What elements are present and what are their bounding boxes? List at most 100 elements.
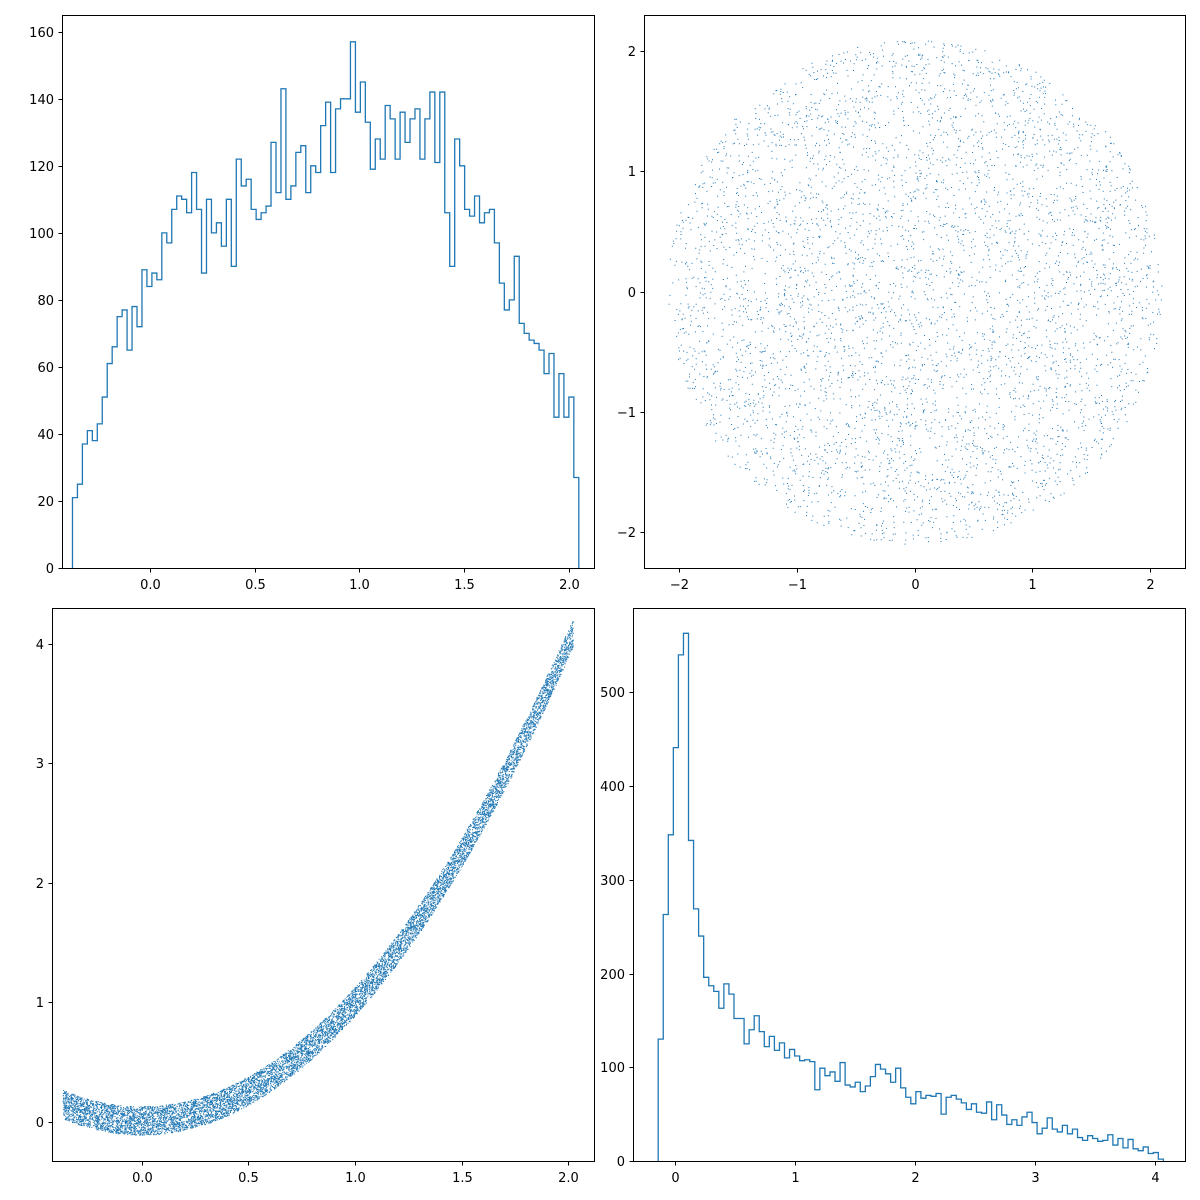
y-tick-label: 0 [46,562,54,577]
y-tick: 1 [36,996,53,1011]
chart-bottom-right: 0 1 2 3 4 0 100 200 300 400 500 [600,608,1186,1186]
y-tick: 2 [628,45,645,60]
x-tick-label: 1 [1028,578,1036,593]
x-tick: 0.5 [245,568,266,593]
y-tick-label: 0 [628,286,636,301]
chart-bottom-left: 0.0 0.5 1.0 1.5 2.0 0 1 2 3 4 [36,608,595,1186]
y-tick: −1 [617,406,645,421]
chart-top-left: 0.0 0.5 1.0 1.5 2.0 0 20 40 60 80 100 120 140 160 [29,15,595,593]
y-tick-label: 500 [600,686,625,701]
x-tick-label: 2.0 [558,1171,579,1186]
y-tick-label: 140 [29,93,54,108]
y-tick: 80 [37,294,63,309]
x-tick-label: 1.5 [454,578,475,593]
x-tick: −1 [788,568,807,593]
x-tick: 0 [671,1161,680,1186]
x-tick: 2.0 [558,1161,579,1186]
y-tick-label: 160 [29,26,54,41]
x-tick: 2 [1146,568,1155,593]
x-tick: 4 [1151,1161,1160,1186]
y-tick-label: 100 [600,1061,625,1076]
y-tick: −2 [617,526,645,541]
x-tick-label: 2 [1146,578,1154,593]
y-tick-label: 40 [37,428,54,443]
y-tick: 200 [600,968,634,983]
x-tick-label: 0.0 [140,578,161,593]
x-tick: 3 [1031,1161,1040,1186]
y-tick-label: 1 [36,996,44,1011]
x-tick-label: 2 [911,1171,919,1186]
y-tick-label: −2 [617,526,636,541]
y-tick-label: 300 [600,874,625,889]
scatter-marks [62,621,574,1136]
x-tick-label: 0.5 [245,578,266,593]
y-tick: 3 [36,757,53,772]
y-tick: 2 [36,877,53,892]
x-tick: 2 [911,1161,920,1186]
y-tick: 4 [36,638,53,653]
y-tick: 0 [617,1155,634,1170]
x-tick-label: 2.0 [559,578,580,593]
x-tick: 1.5 [454,568,475,593]
axes-frame [62,15,595,569]
y-tick-label: 1 [628,165,636,180]
y-tick-label: 100 [29,227,54,242]
y-tick: 0 [628,286,645,301]
y-tick-label: 400 [600,780,625,795]
y-tick-label: −1 [617,406,636,421]
y-tick: 40 [37,428,63,443]
y-tick: 0 [46,562,63,577]
y-tick: 400 [600,780,634,795]
x-tick-label: 1.5 [452,1171,473,1186]
x-tick-label: 0 [911,578,919,593]
y-tick: 120 [29,160,63,175]
x-tick-label: 3 [1031,1171,1039,1186]
histogram-step-line [657,632,1165,1161]
x-tick: 0.0 [132,1161,153,1186]
y-tick-label: 4 [36,638,44,653]
x-tick: 0.5 [238,1161,259,1186]
x-tick-label: −1 [788,578,807,593]
y-tick: 100 [29,227,63,242]
x-tick: 0 [911,568,920,593]
y-tick-label: 0 [617,1155,625,1170]
y-tick: 60 [37,361,63,376]
axes-frame [633,608,1186,1162]
y-tick-label: 60 [37,361,54,376]
x-tick: 1.0 [349,568,370,593]
y-tick: 140 [29,93,63,108]
x-tick-label: 1.0 [349,578,370,593]
x-tick: −2 [670,568,689,593]
y-tick: 0 [36,1116,53,1131]
axes-frame [52,608,595,1162]
y-tick-label: 20 [37,495,54,510]
x-tick-label: 1 [791,1171,799,1186]
chart-top-right: −2 −1 0 1 2 −2 −1 0 1 2 [617,15,1186,593]
x-tick: 1.5 [452,1161,473,1186]
x-tick: 0.0 [140,568,161,593]
y-tick-label: 120 [29,160,54,175]
x-tick: 1 [791,1161,800,1186]
x-tick-label: 0 [671,1171,679,1186]
y-tick-label: 0 [36,1116,44,1131]
x-tick-label: 1.0 [345,1171,366,1186]
y-tick: 20 [37,495,63,510]
x-tick: 1 [1028,568,1037,593]
x-tick: 2.0 [559,568,580,593]
histogram-step-line [71,41,580,568]
y-tick: 100 [600,1061,634,1076]
y-tick: 160 [29,26,63,41]
x-tick-label: 0.5 [238,1171,259,1186]
x-tick-label: −2 [670,578,689,593]
x-tick-label: 4 [1151,1171,1159,1186]
y-tick-label: 2 [36,877,44,892]
y-tick-label: 3 [36,757,44,772]
scatter-points [668,40,1163,545]
y-tick-label: 200 [600,968,625,983]
y-tick: 500 [600,686,634,701]
axes-frame [644,15,1186,569]
y-tick: 300 [600,874,634,889]
y-tick-label: 80 [37,294,54,309]
y-tick-label: 2 [628,45,636,60]
